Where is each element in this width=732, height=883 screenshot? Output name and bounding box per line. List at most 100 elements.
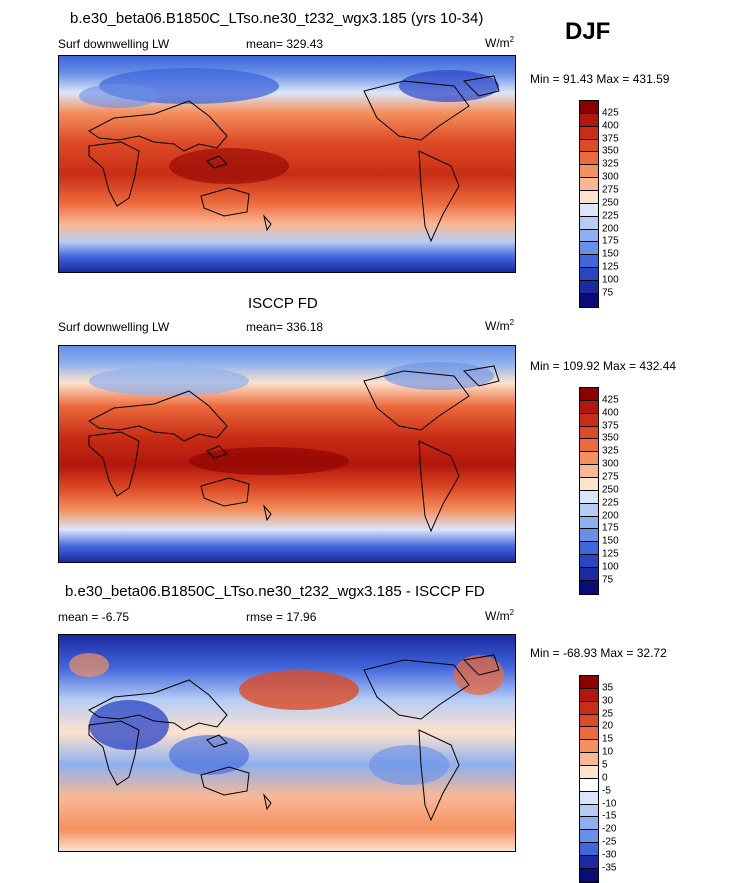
colorbar-swatch [580, 555, 598, 569]
panel-2-mean: mean= 336.18 [246, 320, 324, 334]
colorbar-tick-label: 75 [602, 574, 614, 586]
colorbar-swatch [580, 542, 598, 556]
colorbar-tick-label: 250 [602, 484, 619, 496]
season-label: DJF [565, 18, 611, 45]
panel-3-map [58, 634, 516, 852]
colorbar-tick-label: 125 [602, 548, 619, 560]
colorbar-swatch [580, 452, 598, 466]
colorbar-swatch [580, 490, 598, 504]
panel-1-variable: Surf downwelling LW [58, 37, 170, 51]
colorbar-tick-label: -35 [602, 862, 617, 874]
colorbar-tick-label: 300 [602, 171, 619, 183]
colorbar-tick-label: -5 [602, 785, 611, 797]
colorbar-swatch [580, 113, 598, 127]
colorbar-swatch [580, 740, 598, 754]
colorbar-swatch [580, 568, 598, 581]
panel-3-mean: mean = -6.75 [58, 610, 130, 624]
panel-1-units: W/m2 [485, 35, 515, 50]
colorbar-swatch [580, 817, 598, 831]
colorbar-tick-label: 35 [602, 682, 614, 694]
panel-3-title: b.e30_beta06.B1850C_LTso.ne30_t232_wgx3.… [65, 583, 485, 600]
colorbar-swatch [580, 676, 598, 689]
colorbar-swatch [580, 868, 598, 882]
colorbar-swatch [580, 478, 598, 491]
colorbar-swatch [580, 778, 598, 792]
panel-2-map [58, 345, 516, 563]
colorbar-swatch [580, 242, 598, 256]
colorbar-tick-label: 25 [602, 708, 614, 720]
colorbar-tick-label: 5 [602, 759, 608, 771]
colorbar-swatch [580, 439, 598, 453]
colorbar-tick-label: 375 [602, 133, 619, 145]
colorbar-tick-label: 175 [602, 235, 619, 247]
colorbar-swatch [580, 293, 598, 307]
panel-2-title: ISCCP FD [248, 295, 318, 312]
colorbar-swatch [580, 388, 598, 401]
colorbar-swatch [580, 830, 598, 844]
panel-1-colorbar [579, 100, 599, 308]
colorbar-tick-label: 275 [602, 471, 619, 483]
panel-3-rmse: rmse = 17.96 [246, 610, 317, 624]
colorbar-swatch [580, 165, 598, 179]
colorbar-tick-label: -10 [602, 798, 617, 810]
colorbar-tick-label: 20 [602, 720, 614, 732]
colorbar-swatch [580, 126, 598, 140]
colorbar-tick-label: -25 [602, 836, 617, 848]
panel-1-title: b.e30_beta06.B1850C_LTso.ne30_t232_wgx3.… [70, 10, 484, 27]
colorbar-swatch [580, 529, 598, 543]
colorbar-tick-label: 30 [602, 695, 614, 707]
colorbar-swatch [580, 255, 598, 269]
colorbar-swatch [580, 856, 598, 869]
panel-1-minmax: Min = 91.43 Max = 431.59 [530, 72, 670, 86]
colorbar-tick-label: 325 [602, 445, 619, 457]
colorbar-swatch [580, 580, 598, 594]
colorbar-tick-label: 425 [602, 394, 619, 406]
colorbar-tick-label: 15 [602, 733, 614, 745]
colorbar-tick-label: 150 [602, 535, 619, 547]
colorbar-swatch [580, 139, 598, 153]
panel-2-map-svg [59, 346, 515, 562]
panel-1-mean: mean= 329.43 [246, 37, 324, 51]
colorbar-swatch [580, 281, 598, 294]
panel-3-map-svg [59, 635, 515, 851]
colorbar-tick-label: 125 [602, 261, 619, 273]
colorbar-tick-label: 250 [602, 197, 619, 209]
panel-1-map [58, 55, 516, 273]
colorbar-tick-label: -30 [602, 849, 617, 861]
colorbar-tick-label: 0 [602, 772, 608, 784]
colorbar-tick-label: -20 [602, 823, 617, 835]
colorbar-swatch [580, 216, 598, 230]
colorbar-tick-label: 200 [602, 510, 619, 522]
colorbar-tick-label: 400 [602, 120, 619, 132]
colorbar-tick-label: 75 [602, 287, 614, 299]
colorbar-swatch [580, 727, 598, 741]
colorbar-swatch [580, 203, 598, 217]
colorbar-tick-label: 175 [602, 522, 619, 534]
panel-2-colorbar [579, 387, 599, 595]
colorbar-swatch [580, 766, 598, 779]
colorbar-swatch [580, 804, 598, 818]
colorbar-swatch [580, 229, 598, 243]
panel-1-map-svg [59, 56, 515, 272]
colorbar-swatch [580, 688, 598, 702]
colorbar-tick-label: 225 [602, 210, 619, 222]
colorbar-tick-label: 200 [602, 223, 619, 235]
panel-3-minmax: Min = -68.93 Max = 32.72 [530, 646, 667, 660]
colorbar-tick-label: 350 [602, 145, 619, 157]
colorbar-swatch [580, 701, 598, 715]
colorbar-tick-label: 100 [602, 561, 619, 573]
colorbar-tick-label: -15 [602, 810, 617, 822]
colorbar-tick-label: 300 [602, 458, 619, 470]
colorbar-tick-label: 225 [602, 497, 619, 509]
panel-2-variable: Surf downwelling LW [58, 320, 170, 334]
colorbar-swatch [580, 714, 598, 728]
colorbar-swatch [580, 503, 598, 517]
colorbar-tick-label: 150 [602, 248, 619, 260]
colorbar-swatch [580, 843, 598, 857]
colorbar-swatch [580, 152, 598, 166]
colorbar-swatch [580, 191, 598, 204]
colorbar-swatch [580, 753, 598, 767]
colorbar-swatch [580, 791, 598, 805]
colorbar-tick-label: 425 [602, 107, 619, 119]
colorbar-tick-label: 350 [602, 432, 619, 444]
